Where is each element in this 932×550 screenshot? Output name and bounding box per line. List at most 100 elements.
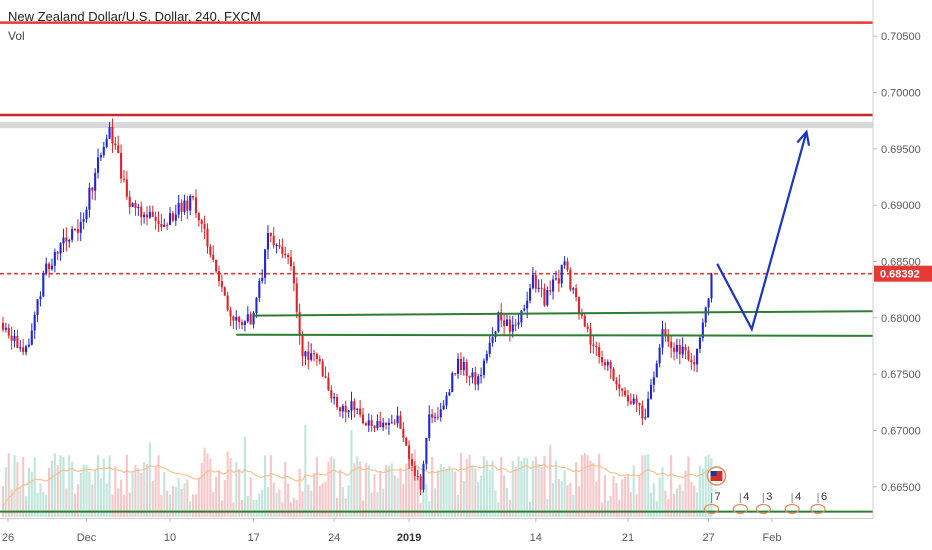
- volume-bar: [42, 492, 45, 517]
- volume-bar: [632, 465, 635, 517]
- price-tick-label: 0.67000: [881, 426, 921, 438]
- volume-bar: [1, 486, 5, 517]
- volume-bar: [189, 501, 192, 517]
- volume-bar: [451, 469, 454, 517]
- volume-bar: [24, 496, 28, 517]
- candle-body: [76, 229, 79, 233]
- candle-body: [667, 335, 670, 342]
- candle-body: [670, 341, 673, 348]
- candle-body: [500, 312, 503, 321]
- candle-body: [569, 269, 572, 290]
- candle-body: [658, 347, 661, 364]
- volume-bar: [603, 475, 606, 517]
- candle-body: [370, 420, 373, 426]
- volume-bar: [289, 502, 293, 517]
- candle-body: [707, 298, 710, 308]
- volume-bar: [111, 494, 114, 517]
- candle-body: [361, 414, 365, 424]
- time-tick-label: 21: [622, 532, 634, 544]
- candle-body: [88, 187, 91, 210]
- candle-body: [24, 346, 28, 353]
- candle-body: [13, 335, 16, 341]
- volume-bar: [618, 499, 621, 517]
- candle-body: [128, 196, 131, 208]
- candle-body: [600, 357, 604, 363]
- candle-body: [307, 351, 310, 360]
- candle-body: [675, 345, 678, 352]
- candle-body: [217, 271, 221, 282]
- volume-bar: [436, 470, 439, 517]
- volume-bar: [641, 455, 644, 517]
- flag-canton: [710, 471, 717, 476]
- volume-bar: [122, 494, 126, 517]
- volume-bar: [76, 484, 79, 517]
- time-tick-label: Dec: [77, 532, 97, 544]
- candle-body: [177, 203, 180, 215]
- volume-bar: [534, 456, 537, 517]
- candle-body: [641, 405, 644, 419]
- candle-body: [206, 228, 209, 247]
- candle-body: [451, 373, 454, 393]
- volume-bar: [252, 499, 255, 517]
- candle-body: [635, 398, 638, 403]
- candle-body: [612, 368, 615, 381]
- candle-body: [16, 335, 19, 348]
- volume-bar: [422, 484, 425, 517]
- candle-body: [523, 308, 526, 311]
- current-price-label: 0.68392: [880, 269, 920, 281]
- volume-bar: [609, 496, 612, 517]
- candle-body: [48, 263, 51, 270]
- volume-bar: [350, 430, 353, 517]
- volume-bar: [480, 475, 483, 517]
- candle-body: [287, 255, 290, 258]
- candle-body: [690, 359, 693, 363]
- volume-bar: [373, 474, 376, 517]
- candle-body: [413, 465, 416, 476]
- candle-body: [511, 324, 514, 332]
- candle-body: [468, 375, 471, 378]
- candle-body: [557, 278, 560, 284]
- candle-body: [359, 408, 362, 415]
- candle-body: [42, 273, 45, 297]
- volume-bar: [330, 456, 333, 517]
- candle-body: [497, 312, 500, 332]
- candle-body: [638, 402, 641, 406]
- candle-body: [577, 297, 581, 315]
- candle-body: [85, 209, 88, 220]
- candle-body: [312, 353, 316, 355]
- volume-bar: [206, 453, 209, 517]
- volume-bar: [7, 453, 10, 517]
- volume-bar: [284, 461, 287, 517]
- candle-body: [540, 287, 543, 289]
- volume-bar: [194, 494, 198, 517]
- time-tick-label: 14: [530, 532, 542, 544]
- volume-bar: [520, 461, 523, 517]
- volume-bar: [235, 461, 238, 517]
- candle-body: [336, 397, 339, 408]
- candle-body: [405, 437, 408, 446]
- volume-bar: [491, 460, 494, 517]
- volume-bar: [402, 483, 405, 517]
- candle-body: [572, 288, 575, 290]
- candle-body: [114, 143, 117, 146]
- volume-bar: [698, 465, 702, 517]
- projection-arrow: [716, 131, 808, 333]
- event-count: 4: [743, 491, 749, 503]
- candle-body: [592, 344, 595, 346]
- candle-body: [678, 345, 681, 355]
- volume-bar: [566, 484, 569, 517]
- candle-body: [431, 414, 434, 418]
- volume-bar: [661, 467, 664, 517]
- volume-bar: [494, 490, 497, 517]
- volume-bar: [287, 483, 290, 517]
- candle-body: [120, 152, 123, 179]
- volume-bar: [226, 451, 229, 517]
- candle-body: [402, 428, 405, 438]
- candle-body: [102, 147, 105, 156]
- candle-body: [589, 328, 592, 345]
- volume-bar: [396, 477, 399, 517]
- candle-body: [595, 345, 598, 347]
- candle-body: [508, 319, 511, 332]
